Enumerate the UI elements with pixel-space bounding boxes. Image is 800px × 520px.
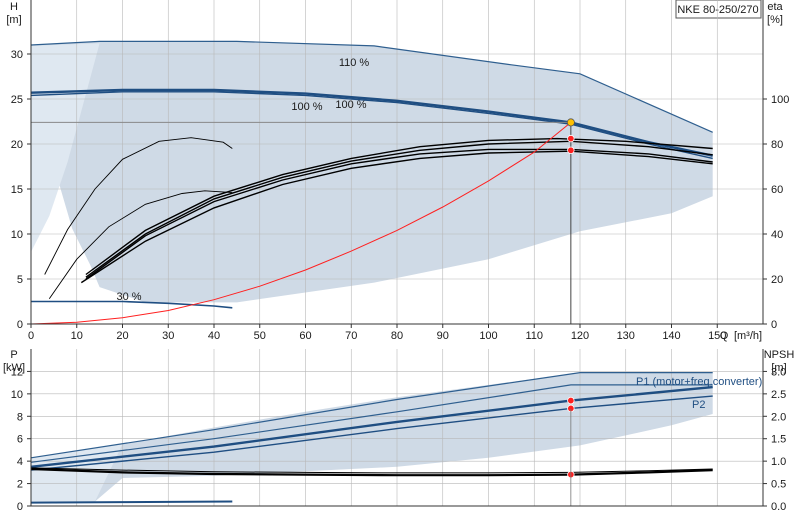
curve-p-30 <box>30 500 233 504</box>
y-tick-label-right: 0.0 <box>771 501 786 513</box>
x-axis-label-q: Q <box>720 330 729 342</box>
curve-head-100 <box>30 88 713 157</box>
y-tick-label-right: 0 <box>771 319 777 331</box>
y-tick-label-left: 10 <box>11 389 23 401</box>
y-tick-label-left: 15 <box>11 184 23 196</box>
y-tick-label-left: 10 <box>11 229 23 241</box>
y-tick-label-left: 25 <box>11 94 23 106</box>
y-tick-label-right: 40 <box>771 229 783 241</box>
x-tick-label: 100 <box>479 330 497 342</box>
curve-npsh <box>30 467 713 477</box>
y-tick-label-left: 30 <box>11 49 23 61</box>
x-axis-unit-q: [m³/h] <box>734 330 762 342</box>
x-tick-label: 90 <box>437 330 449 342</box>
y-axis-unit-npsh: [m] <box>771 362 786 374</box>
curve-p1-upper-b <box>30 384 713 463</box>
operating-point-marker <box>567 396 575 405</box>
y-tick-label-right: 80 <box>771 139 783 151</box>
title-box <box>675 0 762 19</box>
curve-head-30 <box>31 300 233 309</box>
y-tick-label-left: 20 <box>11 139 23 151</box>
x-tick-label: 120 <box>571 330 589 342</box>
operating-point-marker <box>567 146 575 154</box>
y-tick-label-left: 5 <box>17 274 23 286</box>
curve-label-110: 110 % <box>339 57 370 69</box>
curve-head-110 <box>30 40 713 133</box>
head-efficiency-curves <box>30 40 713 325</box>
x-tick-label: 50 <box>254 330 266 342</box>
curve-p1 <box>30 385 713 468</box>
y-tick-label-left: 8 <box>17 411 23 423</box>
y-tick-label-right: 0.5 <box>771 479 786 491</box>
x-tick-label: 150 <box>708 330 726 342</box>
y-tick-label-right: 1.5 <box>771 434 786 446</box>
curve-npsh-b <box>30 467 713 474</box>
x-tick-label: 10 <box>71 330 83 342</box>
head-operating-range-band <box>31 41 713 303</box>
curve-head-100-b <box>30 91 713 160</box>
x-tick-label: 20 <box>116 330 128 342</box>
curve-eta-1 <box>44 137 233 275</box>
y-tick-label-right: 100 <box>771 94 789 106</box>
y-axis-label-npsh: NPSH <box>764 349 795 361</box>
power-npsh-curves <box>30 372 713 506</box>
y-axis-label-h: H <box>10 1 18 13</box>
system-curve <box>30 122 572 325</box>
y-tick-label-right: 2.5 <box>771 389 786 401</box>
y-axis-unit-eta: [%] <box>767 14 783 26</box>
head-axes: 0 5 10 15 20 25 30 0 20 40 60 80 100 0 10 20 30 40 50 60 70 8… <box>11 0 789 342</box>
y-tick-label-left: 2 <box>17 479 23 491</box>
power-operating-range-band <box>31 372 713 502</box>
curve-eta-2 <box>48 190 233 300</box>
operating-point-marker <box>567 134 575 143</box>
y-tick-label-right: 1.0 <box>771 456 786 468</box>
curve-eta-3 <box>85 137 713 276</box>
x-tick-label: 60 <box>299 330 311 342</box>
duty-point-marker <box>566 118 575 127</box>
x-tick-label: 40 <box>208 330 220 342</box>
curve-eta-5 <box>80 150 713 284</box>
x-tick-label: 130 <box>617 330 635 342</box>
x-tick-label: 80 <box>391 330 403 342</box>
y-tick-label-left: 6 <box>17 434 23 446</box>
curve-eta-4 <box>85 148 713 280</box>
chart-title: NKE 80-250/270 <box>677 4 758 16</box>
y-tick-label-left: 0 <box>17 319 23 331</box>
y-tick-label-left: 12 <box>11 366 23 378</box>
x-tick-label: 30 <box>162 330 174 342</box>
x-tick-label: 70 <box>345 330 357 342</box>
y-tick-label-right: 3.0 <box>771 366 786 378</box>
curve-label-100-b: 100 % <box>335 99 366 111</box>
x-tick-label: 140 <box>662 330 680 342</box>
y-axis-label-p: P <box>10 349 17 361</box>
curve-label-100-a: 100 % <box>291 101 322 113</box>
power-axes: 0 2 4 6 8 10 12 0.0 0.5 1.0 1.5 2.0 2.5 3.0 <box>11 349 786 513</box>
operating-band <box>31 372 713 502</box>
y-tick-label-right: 20 <box>771 274 783 286</box>
curve-p1-upper <box>30 372 713 459</box>
legend-p1: P1 (motor+freq.converter) <box>636 376 762 388</box>
y-axis-label-eta: eta <box>767 1 783 13</box>
operating-band <box>31 41 713 303</box>
y-axis-unit-h: [m] <box>6 14 21 26</box>
y-axis-unit-p: [kW] <box>3 362 25 374</box>
x-tick-label: 0 <box>28 330 34 342</box>
x-tick-label: 110 <box>525 330 543 342</box>
legend-p2: P2 <box>692 399 705 411</box>
curve-label-30: 30 % <box>116 291 141 303</box>
y-tick-label-left: 4 <box>17 456 23 468</box>
y-tick-label-right: 60 <box>771 184 783 196</box>
curve-eta-6 <box>85 140 713 278</box>
curve-p2 <box>30 395 713 471</box>
y-tick-label-left: 0 <box>17 501 23 513</box>
y-tick-label-right: 2.0 <box>771 411 786 423</box>
